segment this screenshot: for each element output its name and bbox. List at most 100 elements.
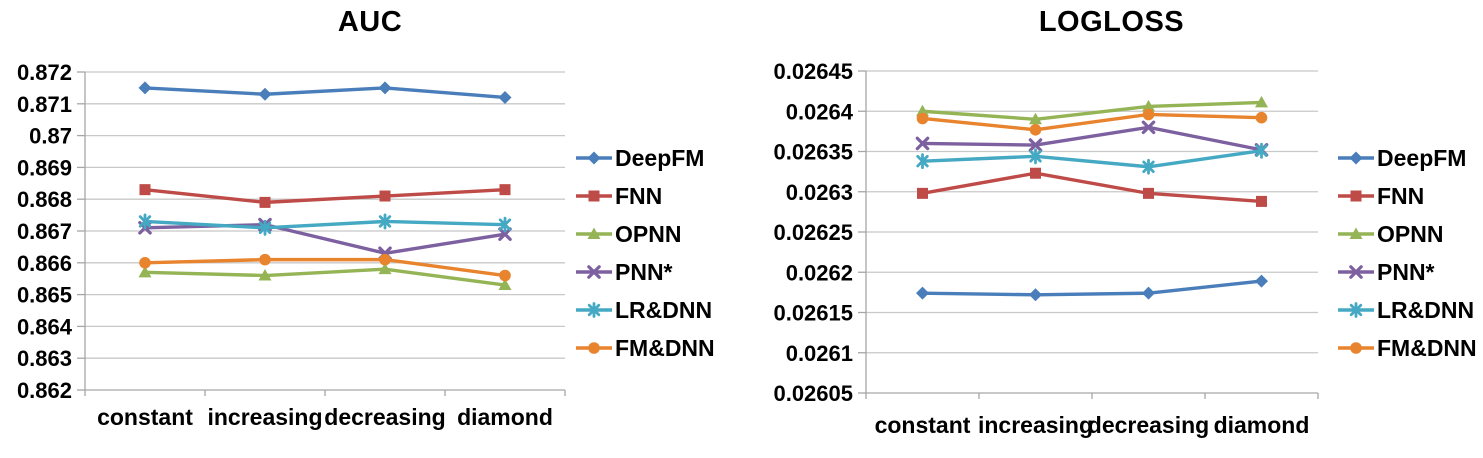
legend-label: FM&DNN bbox=[1377, 334, 1477, 361]
legend-item-opnn: OPNN bbox=[574, 220, 715, 248]
square-marker bbox=[139, 184, 151, 196]
lr-dnn-legend-marker-icon bbox=[1338, 302, 1374, 318]
fnn-legend-marker-icon bbox=[576, 190, 612, 202]
deepfm-legend-marker-icon bbox=[1338, 151, 1374, 165]
square-marker bbox=[259, 196, 271, 208]
circle-marker bbox=[259, 253, 271, 266]
triangle-marker bbox=[1142, 99, 1155, 112]
diamond-marker bbox=[1142, 286, 1155, 300]
square-marker bbox=[1350, 190, 1362, 202]
asterisk-marker bbox=[916, 153, 929, 170]
y-tick-label: 0.0261 bbox=[786, 341, 853, 366]
x-marker bbox=[1141, 120, 1156, 135]
triangle-marker bbox=[587, 227, 601, 239]
lr-dnn-legend-marker-icon bbox=[576, 302, 612, 318]
asterisk-marker bbox=[378, 213, 392, 230]
x-axis-label-constant: constant bbox=[97, 404, 193, 430]
y-tick-label: 0.871 bbox=[17, 92, 72, 117]
legend-item-pnn: PNN* bbox=[1336, 258, 1477, 286]
legend-item-fnn: FNN bbox=[1336, 182, 1477, 210]
legend-item-fm-dnn: FM&DNN bbox=[574, 334, 715, 362]
series-fnn bbox=[139, 184, 511, 208]
legend-label: OPNN bbox=[615, 220, 682, 247]
circle-marker bbox=[1255, 111, 1268, 124]
triangle-marker bbox=[1255, 95, 1268, 108]
diamond-marker bbox=[1349, 151, 1363, 165]
legend-label: LR&DNN bbox=[615, 296, 713, 323]
circle-marker bbox=[916, 112, 929, 125]
legend-label: FNN bbox=[615, 182, 663, 209]
legend-label: DeepFM bbox=[1377, 144, 1467, 171]
legend-item-opnn: OPNN bbox=[1336, 220, 1477, 248]
triangle-marker bbox=[1349, 227, 1363, 239]
triangle-marker bbox=[1029, 112, 1042, 125]
asterisk-marker bbox=[138, 213, 152, 230]
y-tick-label: 0.02635 bbox=[773, 140, 853, 165]
asterisk-marker bbox=[1142, 158, 1155, 175]
legend-label: FM&DNN bbox=[615, 334, 715, 361]
legend-item-deepfm: DeepFM bbox=[574, 144, 715, 172]
asterisk-marker bbox=[258, 219, 272, 236]
legend-auc: DeepFM FNN OPNN PNN* LR&DNN FM&DNN bbox=[574, 144, 715, 362]
circle-marker bbox=[588, 342, 600, 354]
x-axis-label-constant: constant bbox=[875, 412, 971, 438]
diamond-marker bbox=[1029, 288, 1042, 302]
square-marker bbox=[917, 187, 928, 199]
logloss-plot-area: 0.02645 0.0264 0.02635 0.0263 0.02625 0.0262 0… bbox=[773, 59, 1319, 438]
x-axis-label-increasing: increasing bbox=[978, 412, 1093, 438]
asterisk-marker bbox=[1255, 142, 1268, 159]
y-tick-label: 0.02625 bbox=[773, 220, 853, 245]
y-tick-label: 0.0262 bbox=[786, 260, 853, 285]
circle-marker bbox=[499, 269, 511, 282]
circle-marker bbox=[1142, 108, 1155, 121]
opnn-legend-marker-icon bbox=[1338, 227, 1374, 239]
x-marker bbox=[1028, 138, 1043, 152]
legend-item-pnn: PNN* bbox=[574, 258, 715, 286]
circle-marker bbox=[1029, 123, 1042, 136]
auc-plot-area: 0.872 0.871 0.87 0.869 0.868 0.867 0.866 0.865 0… bbox=[17, 60, 566, 430]
triangle-marker bbox=[258, 269, 272, 281]
square-marker bbox=[379, 190, 391, 202]
asterisk-marker bbox=[1029, 148, 1042, 165]
legend-item-lr-dnn: LR&DNN bbox=[574, 296, 715, 324]
fm-dnn-legend-marker-icon bbox=[576, 342, 612, 354]
series-opnn bbox=[138, 262, 512, 291]
chart-logloss: LOGLOSS 0.02645 0.0264 0.02635 0.0263 0.0262… bbox=[740, 0, 1483, 458]
x-axis-label-decreasing: decreasing bbox=[1088, 412, 1209, 438]
chart-title-logloss: LOGLOSS bbox=[1038, 6, 1185, 38]
series-deepfm bbox=[916, 274, 1268, 302]
legend-label: DeepFM bbox=[615, 144, 705, 171]
series-opnn bbox=[916, 95, 1268, 125]
series-fnn bbox=[917, 167, 1267, 207]
diamond-marker bbox=[1255, 274, 1268, 288]
series-deepfm bbox=[138, 81, 512, 104]
circle-marker bbox=[379, 253, 391, 266]
chart-title-auc: AUC bbox=[337, 6, 403, 38]
pnn-legend-marker-icon bbox=[576, 265, 612, 279]
x-marker bbox=[498, 227, 512, 241]
square-marker bbox=[1030, 167, 1041, 179]
y-tick-label: 0.865 bbox=[17, 283, 72, 308]
diamond-marker bbox=[378, 81, 392, 95]
x-marker bbox=[915, 136, 930, 151]
fnn-legend-marker-icon bbox=[1338, 190, 1374, 202]
y-tick-label: 0.0263 bbox=[786, 180, 853, 205]
y-tick-label: 0.87 bbox=[29, 124, 72, 149]
triangle-marker bbox=[378, 262, 392, 275]
y-tick-label: 0.864 bbox=[17, 314, 73, 339]
y-tick-label: 0.862 bbox=[17, 378, 72, 403]
opnn-legend-marker-icon bbox=[576, 227, 612, 239]
series-fm-dnn bbox=[139, 253, 511, 282]
square-marker bbox=[1256, 195, 1267, 207]
x-axis-label-diamond: diamond bbox=[1214, 412, 1310, 438]
circle-marker bbox=[1350, 342, 1362, 354]
x-marker bbox=[587, 265, 601, 279]
y-tick-label: 0.869 bbox=[17, 155, 72, 180]
y-tick-label: 0.866 bbox=[17, 251, 72, 276]
series-lr-dnn bbox=[138, 213, 512, 236]
y-tick-label: 0.863 bbox=[17, 346, 72, 371]
fm-dnn-legend-marker-icon bbox=[1338, 342, 1374, 354]
square-marker bbox=[499, 184, 511, 196]
y-tick-label: 0.868 bbox=[17, 187, 72, 212]
